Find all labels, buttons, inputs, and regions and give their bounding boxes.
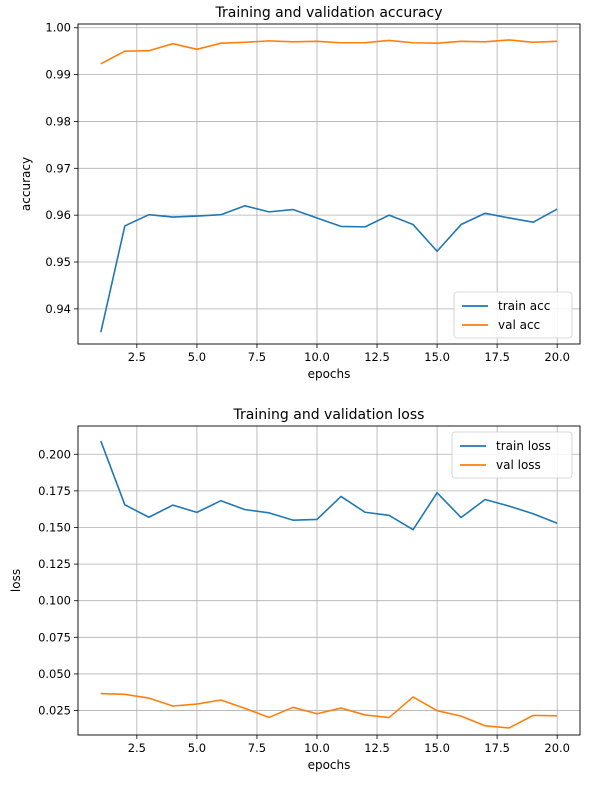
x-tick-label: 7.5 <box>248 350 266 364</box>
x-tick-label: 17.5 <box>484 741 510 755</box>
y-axis-label: loss <box>9 569 23 592</box>
x-tick-label: 12.5 <box>364 741 390 755</box>
y-tick-label: 0.94 <box>45 302 71 316</box>
chart-title: Training and validation accuracy <box>214 5 442 21</box>
y-tick-label: 0.98 <box>45 114 71 128</box>
y-tick-label: 0.95 <box>45 255 71 269</box>
legend-box <box>453 291 573 339</box>
series-line-val-loss <box>100 692 558 729</box>
legend-label: train loss <box>496 439 551 453</box>
x-tick-label: 15.0 <box>424 350 450 364</box>
x-tick-label: 17.5 <box>484 350 510 364</box>
x-tick-label: 20.0 <box>544 741 570 755</box>
legend: train loss val loss <box>451 431 573 479</box>
legend-label: val acc <box>498 318 540 332</box>
x-tick-label: 10.0 <box>304 350 330 364</box>
x-tick-label: 15.0 <box>424 741 450 755</box>
y-tick-label: 0.96 <box>45 208 71 222</box>
legend-label: val loss <box>496 458 541 472</box>
series-line-val-acc <box>100 39 558 65</box>
chart-0: 2.5 5.0 7.5 10.0 12.5 15.0 17.5 20.0 0.94 0.95 0.9… <box>19 5 581 381</box>
x-tick-label: 7.5 <box>248 741 266 755</box>
y-tick-label: 0.125 <box>38 557 71 571</box>
chart-1: 2.5 5.0 7.5 10.0 12.5 15.0 17.5 20.0 0.025 0.050 0… <box>9 407 581 772</box>
y-tick-label: 0.100 <box>38 594 71 608</box>
y-tick-label: 0.150 <box>38 520 71 534</box>
x-tick-label: 5.0 <box>188 741 206 755</box>
y-tick-label: 0.175 <box>38 484 71 498</box>
x-tick-label: 10.0 <box>304 741 330 755</box>
y-tick-label: 0.025 <box>38 704 71 718</box>
y-tick-label: 0.075 <box>38 630 71 644</box>
y-tick-label: 0.97 <box>45 161 71 175</box>
series-line-train-loss <box>100 440 558 531</box>
plot-frame <box>77 23 581 345</box>
legend-label: train acc <box>498 299 550 313</box>
x-tick-label: 2.5 <box>128 741 146 755</box>
x-axis-label: epochs <box>308 367 351 381</box>
plot-frame <box>77 425 581 736</box>
x-tick-label: 5.0 <box>188 350 206 364</box>
y-axis-label: accuracy <box>19 157 33 211</box>
chart-title: Training and validation loss <box>233 407 425 423</box>
y-tick-label: 0.99 <box>45 68 71 82</box>
y-tick-label: 1.00 <box>45 21 71 35</box>
x-tick-label: 12.5 <box>364 350 390 364</box>
legend: train acc val acc <box>453 291 573 339</box>
y-tick-label: 0.050 <box>38 667 71 681</box>
x-tick-label: 2.5 <box>128 350 146 364</box>
y-tick-label: 0.200 <box>38 447 71 461</box>
series-line-train-acc <box>100 204 558 333</box>
x-tick-label: 20.0 <box>544 350 570 364</box>
legend-box <box>451 431 573 479</box>
x-axis-label: epochs <box>308 758 351 772</box>
